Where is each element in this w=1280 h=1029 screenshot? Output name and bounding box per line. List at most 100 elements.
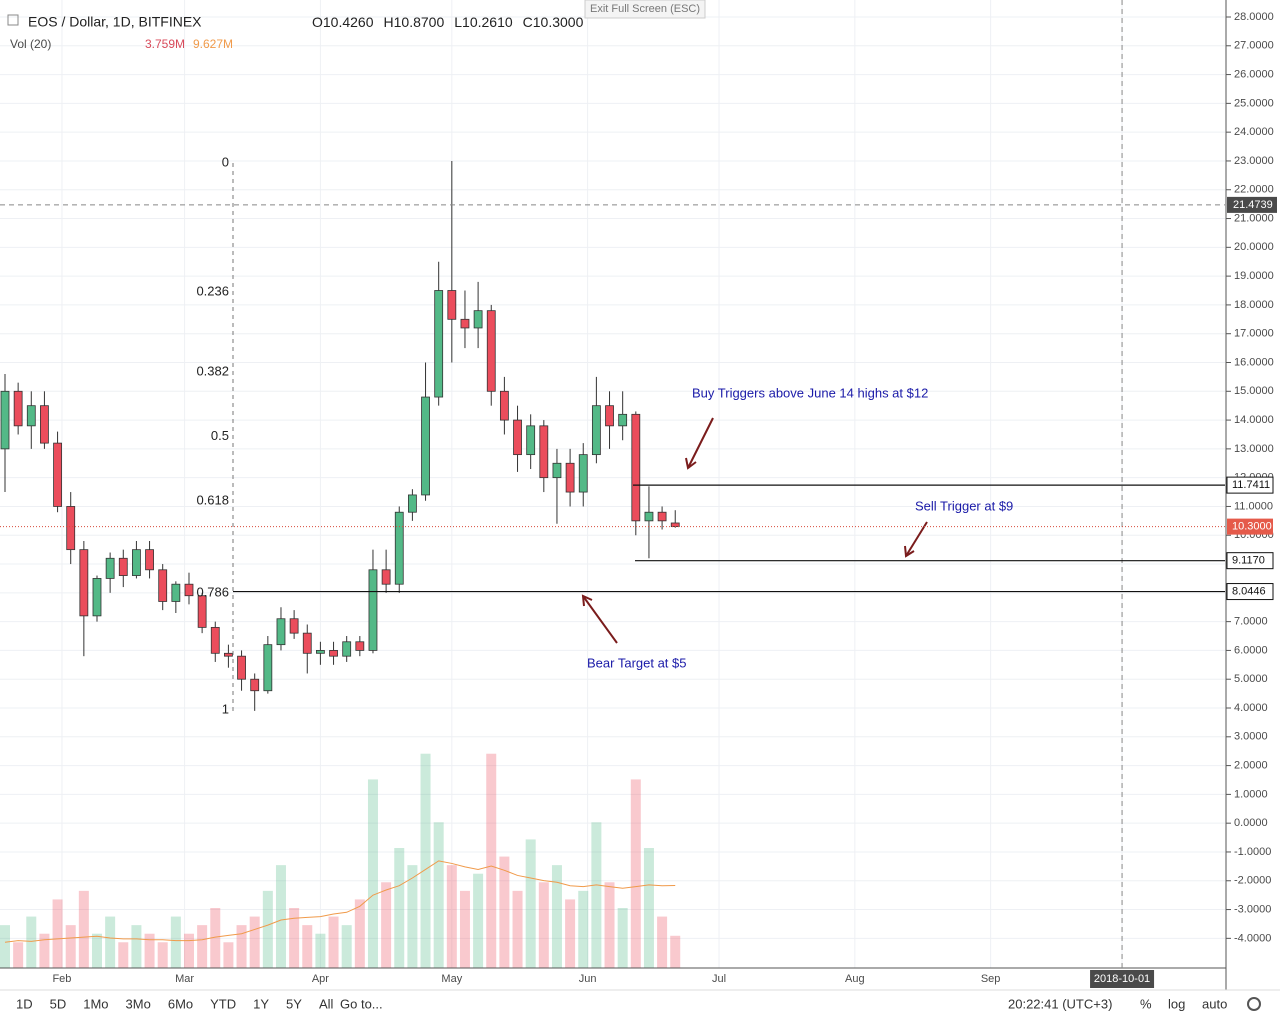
candle-body: [197, 595, 207, 628]
y-tick-label: 17.0000: [1234, 328, 1274, 340]
volume-bar: [262, 890, 273, 968]
volume-bar: [39, 933, 50, 968]
candle-body: [289, 618, 299, 634]
candle-body: [53, 442, 62, 507]
volume-bar: [118, 942, 129, 968]
volume-bar: [170, 916, 181, 968]
volume-bar: [52, 899, 63, 968]
fib-level-label: 0.786: [196, 584, 229, 599]
clock: 20:22:41 (UTC+3): [1008, 996, 1112, 1011]
volume-bar: [394, 848, 405, 968]
ohlc-key: H: [384, 14, 394, 30]
percent-toggle[interactable]: %: [1140, 996, 1152, 1011]
fib-level-label: 1: [222, 701, 229, 716]
candle-body: [355, 641, 365, 651]
volume-bar: [249, 916, 260, 968]
y-tick-label: 18.0000: [1234, 299, 1274, 311]
arrow: [582, 595, 618, 644]
volume-bar: [65, 925, 76, 968]
arrows: [581, 417, 928, 644]
y-tick-label: 0.0000: [1234, 817, 1268, 829]
candle-body: [381, 569, 391, 585]
arrow-head: [904, 545, 915, 558]
fib-level-label: 0.5: [211, 428, 229, 443]
volume-bar: [512, 890, 523, 968]
candle-body: [618, 413, 628, 427]
range-button[interactable]: 1Y: [253, 996, 269, 1011]
x-tick-label: Sep: [981, 973, 1001, 985]
volume-bar: [91, 933, 102, 968]
y-tick-label: -2.0000: [1234, 875, 1271, 887]
volume-bar: [275, 865, 286, 968]
toolbar: 1D 5D 1Mo 3Mo 6Mo YTD 1Y 5Y All: [16, 996, 334, 1011]
volume-bar: [157, 942, 168, 968]
y-tick-label: 23.0000: [1234, 155, 1274, 167]
auto-toggle[interactable]: auto: [1202, 996, 1227, 1011]
volume-bar: [144, 933, 155, 968]
ohlc-value: 10.3000: [533, 14, 584, 30]
candle-body: [605, 405, 614, 427]
range-button[interactable]: 3Mo: [126, 996, 151, 1011]
volume-bar: [223, 942, 234, 968]
crosshair-y-label: 21.4739: [1233, 199, 1273, 211]
ohlc-value: 10.4260: [323, 14, 374, 30]
volume-title: Vol (20): [10, 37, 51, 51]
candle-body: [552, 462, 562, 479]
fullscreen-hint[interactable]: Exit Full Screen (ESC): [590, 3, 700, 15]
y-tick-label: 27.0000: [1234, 40, 1274, 52]
price-label: 9.1170: [1232, 555, 1265, 567]
range-button[interactable]: 5Y: [286, 996, 302, 1011]
collapse-icon[interactable]: [7, 14, 19, 26]
candle-body: [105, 557, 115, 579]
volume-bar: [459, 890, 470, 968]
candle-body: [394, 511, 404, 585]
volume-bar: [131, 925, 142, 968]
range-button[interactable]: YTD: [210, 996, 236, 1011]
x-tick-label: Feb: [52, 973, 71, 985]
volume-ma-line: [4, 860, 676, 943]
fib-level-label: 0.382: [196, 363, 229, 378]
candle-body: [302, 632, 312, 654]
candle-body: [513, 419, 522, 456]
fullscreen-button[interactable]: [584, 0, 706, 19]
range-button[interactable]: 6Mo: [168, 996, 193, 1011]
candle-body: [631, 413, 641, 522]
volume-bar: [354, 899, 365, 968]
arrow-head: [685, 457, 697, 470]
range-button[interactable]: 1Mo: [83, 996, 108, 1011]
fib-level-label: 0: [222, 154, 229, 169]
candle-body: [499, 390, 509, 421]
volume-bar: [643, 848, 654, 968]
y-tick-label: 7.0000: [1234, 616, 1268, 628]
log-toggle[interactable]: log: [1168, 996, 1185, 1011]
settings-icon[interactable]: [1247, 997, 1261, 1011]
volume-bar: [604, 882, 615, 968]
goto-button[interactable]: Go to...: [340, 996, 383, 1011]
volume-bar: [591, 822, 602, 968]
candle-body: [26, 405, 36, 427]
marks: [0, 160, 681, 968]
range-button[interactable]: All: [319, 996, 334, 1011]
volume-bar: [630, 779, 641, 968]
price-label: 11.7411: [1232, 479, 1270, 491]
volume-bar: [499, 856, 510, 968]
volume-bar: [617, 908, 628, 968]
candle-body: [368, 569, 378, 651]
volume-value: 3.759M: [145, 37, 185, 51]
candle-body: [276, 618, 286, 646]
candle-body: [145, 549, 154, 571]
y-tick-label: 20.0000: [1234, 241, 1274, 253]
volume-ma-value: 9.627M: [193, 37, 233, 51]
crosshair-x-label: 2018-10-01: [1094, 973, 1150, 985]
candle-body: [250, 678, 260, 692]
y-tick-label: 4.0000: [1234, 702, 1268, 714]
candle-body: [40, 405, 49, 444]
candle-body: [79, 549, 89, 617]
range-button[interactable]: 1D: [16, 996, 33, 1011]
range-button[interactable]: 5D: [50, 996, 67, 1011]
annotation: Sell Trigger at $9: [915, 498, 1013, 513]
y-tick-label: 14.0000: [1234, 414, 1274, 426]
candle-body: [316, 650, 325, 654]
symbol-title: EOS / Dollar, 1D, BITFINEX: [28, 14, 202, 30]
